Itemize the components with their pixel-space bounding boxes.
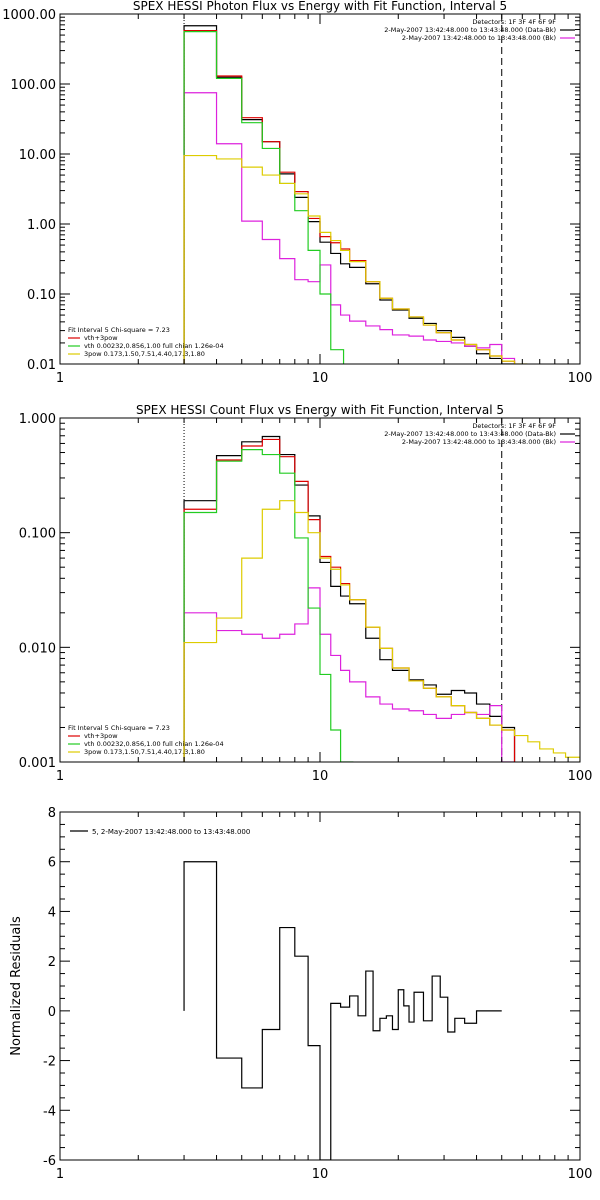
series-vth-line [183,449,354,762]
fit-legend-entry: vth+3pow [84,334,118,342]
y-tick-label: 0.10 [27,288,56,303]
fit-legend-entry: vth+3pow [84,732,118,740]
residual-legend-label: 5, 2-May-2007 13:42:48.000 to 13:43:48.0… [92,828,250,836]
info-line: 2-May-2007 13:42:48.000 to 13:43:48.000 … [402,34,556,42]
y-tick-label: 0.010 [19,641,56,656]
series-bk-line [183,92,516,364]
y-tick-label: 0.001 [19,756,56,771]
y-tick-label: 1.000 [19,412,56,427]
info-line: 2-May-2007 13:42:48.000 to 13:43:48.000 … [384,26,556,34]
plot-area [183,418,580,762]
y-tick-label: 10.00 [19,148,56,163]
y-axis-label: Normalized Residuals [9,916,24,1056]
x-tick-label: 10 [312,769,329,784]
plot-area [183,861,502,1160]
chart-title: SPEX HESSI Count Flux vs Energy with Fit… [136,403,504,417]
y-tick-label: -6 [43,1154,56,1169]
info-line: 2-May-2007 13:42:48.000 to 13:43:48.000 … [384,430,556,438]
info-line: Detectors: 1F 3F 4F 6F 9F [472,422,556,430]
series-5-2-may-2007-13-42-48-000-to-13-43-48-000-line [183,861,502,1160]
fit-legend-entry: 3pow 0.173,1.50,7.51,4.40,17.3,1.80 [84,748,205,756]
x-tick-label: 1 [56,1167,64,1182]
y-tick-label: 4 [48,905,56,920]
fit-legend-entry: vth 0.00232,0.856,1.00 full chian 1.26e-… [84,342,224,350]
y-tick-label: 100.00 [11,78,57,93]
series-bk-line [183,587,515,762]
y-tick-label: 1000.00 [2,8,56,23]
info-line: 2-May-2007 13:42:48.000 to 13:43:48.000 … [402,438,556,446]
x-tick-label: 100 [568,1167,593,1182]
y-tick-label: 8 [48,806,56,821]
series-3pow-line [183,500,580,762]
fit-interval-label: Fit Interval 5 Chi-square = 7.23 [68,326,170,334]
series-vth-line [183,31,345,364]
x-tick-label: 1 [56,769,64,784]
y-tick-label: 0.01 [27,358,56,373]
x-tick-label: 10 [312,1167,329,1182]
y-tick-label: 0 [48,1005,56,1020]
x-tick-label: 1 [56,371,64,386]
series-vth-3pow-line [183,29,516,364]
x-tick-label: 10 [312,371,329,386]
info-line: Detectors: 1F 3F 4F 6F 9F [472,18,556,26]
y-tick-label: 6 [48,856,56,871]
y-tick-label: -2 [43,1055,56,1070]
y-tick-label: 0.100 [19,527,56,542]
fit-legend-entry: vth 0.00232,0.856,1.00 full chian 1.26e-… [84,740,224,748]
chart-title: SPEX HESSI Photon Flux vs Energy with Fi… [133,0,507,13]
fit-legend-entry: 3pow 0.173,1.50,7.51,4.40,17.3,1.80 [84,350,205,358]
chart-panel-1: SPEX HESSI Photon Flux vs Energy with Fi… [2,0,592,386]
fit-interval-label: Fit Interval 5 Chi-square = 7.23 [68,724,170,732]
y-tick-label: 2 [48,955,56,970]
plot-area [183,14,528,364]
chart-panel-3: 1 10 100 -6 -4 -2 0 2 4 6 8 Normalized Residuals 5, … [9,806,592,1182]
x-tick-label: 100 [568,769,593,784]
series-3pow-line [183,154,528,364]
x-tick-label: 100 [568,371,593,386]
chart-panel-2: SPEX HESSI Count Flux vs Energy with Fit… [19,403,593,784]
y-tick-label: 1.00 [27,218,56,233]
y-tick-label: -4 [43,1104,56,1119]
